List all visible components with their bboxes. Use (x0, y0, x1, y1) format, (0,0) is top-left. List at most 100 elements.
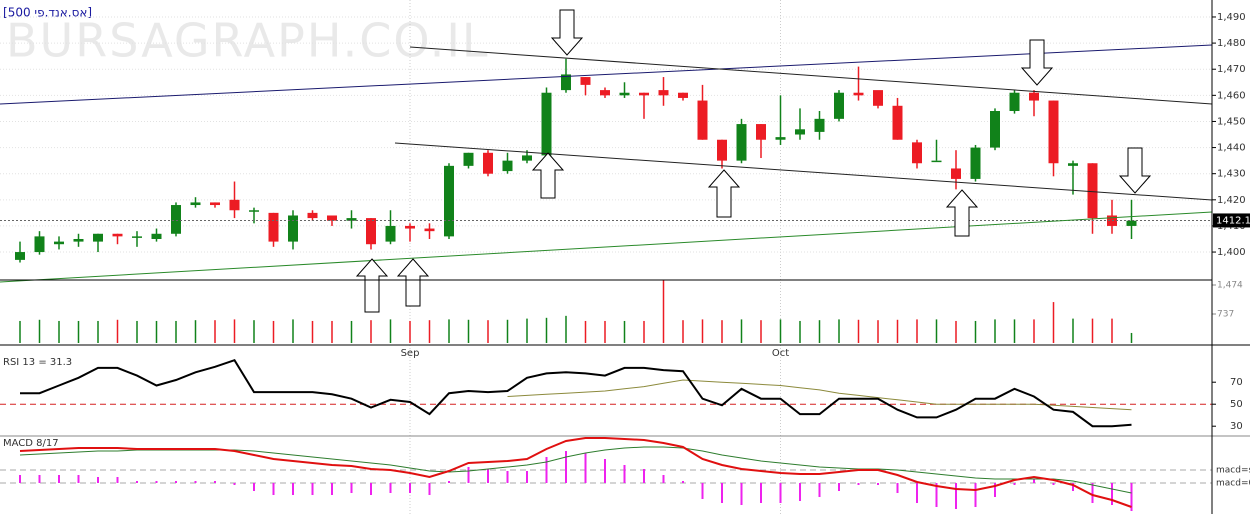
candle-body (775, 137, 786, 140)
volume-bar (155, 320, 158, 343)
volume-bar (584, 320, 587, 343)
macd-histogram-bar (409, 483, 411, 493)
volume-bar (994, 319, 996, 343)
candle-body (385, 225, 396, 242)
candle-body (229, 199, 240, 211)
arrow-down (550, 9, 584, 56)
volume-bar (779, 319, 782, 343)
macd-histogram-bar (838, 483, 840, 491)
macd-histogram-bar (916, 483, 918, 503)
volume-bar (1052, 302, 1055, 343)
macd-histogram-bar (58, 475, 60, 483)
candle-body (190, 202, 201, 206)
rsi-tick-label: 50 (1230, 399, 1243, 410)
macd-histogram-bar (506, 471, 509, 483)
volume-bar (253, 320, 255, 343)
macd-histogram-bar (545, 457, 548, 483)
macd-histogram-bar (857, 483, 860, 485)
macd-histogram-bar (896, 483, 899, 493)
volume-bar (389, 319, 392, 343)
volume-bar (136, 320, 138, 343)
volume-bar (662, 280, 665, 343)
volume-bar (1072, 318, 1074, 343)
macd-histogram-bar (584, 453, 587, 483)
macd-histogram-bar (643, 469, 645, 483)
volume-bar (877, 320, 879, 343)
macd-histogram-bar (974, 483, 977, 507)
volume-bar (1033, 319, 1035, 343)
macd-histogram-bar (214, 481, 216, 483)
candle-body (73, 238, 84, 242)
x-tick-label: Oct (772, 348, 789, 359)
volume-tick-label: 737 (1217, 309, 1234, 319)
candle-body (678, 92, 688, 98)
candle-body (619, 92, 630, 96)
macd-histogram-bar (175, 481, 177, 483)
volume-bar (565, 315, 567, 343)
volume-bar (1130, 332, 1133, 343)
macd-histogram-bar (253, 483, 255, 491)
volume-bar (331, 320, 333, 343)
volume-bar (233, 319, 236, 343)
candle-body (639, 92, 649, 96)
volume-bar (643, 320, 645, 343)
macd-histogram-bar (623, 465, 626, 483)
macd-histogram-bar (1033, 479, 1035, 483)
macd-histogram-bar (1091, 483, 1094, 503)
candle-body (307, 212, 318, 219)
volume-bar (1013, 319, 1016, 343)
macd-histogram-bar (350, 483, 353, 493)
candle-body (1029, 92, 1039, 101)
candle-body (970, 147, 981, 179)
macd-histogram-bar (994, 483, 996, 497)
volume-bar (1091, 318, 1094, 343)
rsi-line (20, 358, 1132, 428)
candle-body (795, 129, 805, 135)
arrow-down (1020, 39, 1054, 86)
trend-line (0, 211, 1213, 283)
macd-histogram-bar (116, 477, 119, 483)
macd-histogram-bar (272, 483, 275, 495)
candle-body (834, 92, 844, 119)
volume-bar (760, 320, 762, 343)
volume-bar (623, 320, 626, 343)
macd-histogram-bar (370, 483, 372, 495)
macd-histogram-bar (97, 477, 99, 483)
volume-bar (1111, 318, 1113, 343)
candle-body (171, 205, 181, 234)
last-price-label: 1412.1 (1216, 215, 1250, 226)
volume-bar (818, 320, 821, 343)
macd-histogram-bar (1111, 483, 1113, 505)
annotations (0, 9, 1213, 313)
volume-bar (935, 319, 938, 343)
macd-histogram-bar (740, 483, 743, 505)
volume-bar (194, 320, 197, 343)
macd-histogram-bar (1130, 483, 1133, 511)
candle-body (132, 236, 142, 238)
volume-bar (896, 319, 899, 343)
candle-body (1126, 220, 1137, 226)
candle-body (873, 90, 883, 106)
y-tick-label: 1,450 (1217, 116, 1246, 127)
macd-histogram-bar (779, 483, 782, 503)
volume-bar (97, 320, 99, 343)
macd-histogram-bar (565, 451, 567, 483)
candle-body (600, 90, 610, 96)
macd-histogram-bar (760, 483, 762, 503)
candle-body (990, 111, 1000, 148)
macd-histogram-bar (682, 481, 684, 483)
macd-histogram-bar (1052, 483, 1055, 485)
rsi-tick-label: 70 (1230, 377, 1243, 388)
macd-histogram-bar (428, 483, 431, 495)
macd-histogram-bar (1072, 483, 1074, 491)
candle-body (1009, 92, 1020, 112)
macd-histogram-bar (799, 483, 801, 501)
macd-histogram-bar (389, 483, 392, 493)
volume-bar (604, 320, 606, 343)
candle-body (151, 233, 162, 239)
volume-bar (272, 320, 275, 343)
macd-histogram-bar (331, 483, 333, 495)
candle-body (483, 152, 493, 174)
